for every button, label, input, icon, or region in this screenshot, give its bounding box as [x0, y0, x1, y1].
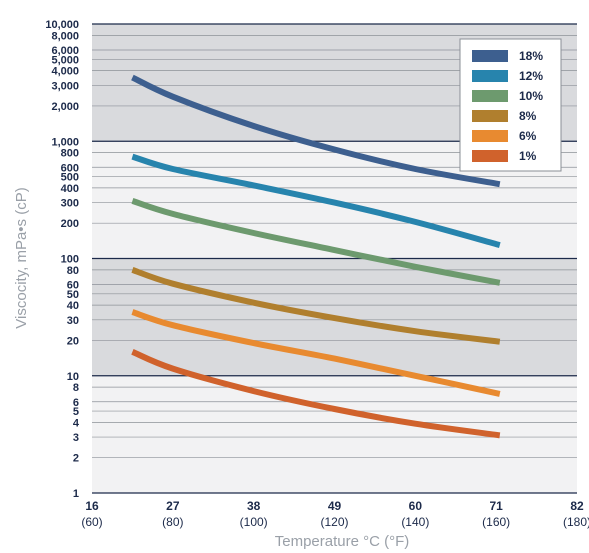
y-tick-label: 5	[73, 406, 79, 418]
y-tick-label: 400	[61, 183, 79, 195]
legend-swatch	[472, 130, 508, 142]
legend-swatch	[472, 50, 508, 62]
y-tick-label: 4	[73, 417, 80, 429]
y-tick-label: 2	[73, 453, 79, 465]
legend: 18% 12% 10% 8% 6% 1%	[459, 38, 562, 172]
y-tick-label: 8,000	[51, 30, 79, 42]
y-tick-label: 2,000	[51, 101, 79, 113]
series-line-12pct	[131, 153, 501, 248]
y-tick-label: 200	[61, 218, 79, 230]
y-tick-label: 300	[61, 198, 79, 210]
x-tick-label-celsius: 38	[247, 499, 261, 513]
legend-label: 1%	[519, 149, 537, 163]
legend-label: 8%	[519, 109, 537, 123]
legend-swatch	[472, 70, 508, 82]
y-tick-label: 600	[61, 162, 79, 174]
y-tick-label: 50	[67, 289, 79, 301]
x-axis-title: Temperature °C (°F)	[275, 533, 410, 550]
series-lines	[131, 74, 501, 439]
x-tick-label-fahrenheit: (100)	[240, 515, 268, 529]
series-line-10pct	[131, 198, 501, 286]
x-tick-label-celsius: 27	[166, 499, 180, 513]
x-tick-label-celsius: 71	[489, 499, 503, 513]
legend-label: 6%	[519, 129, 537, 143]
x-tick-label-fahrenheit: (80)	[162, 515, 183, 529]
legend-swatch	[472, 150, 508, 162]
series-line-1pct	[131, 349, 501, 439]
y-tick-label: 60	[67, 280, 79, 292]
y-tick-label: 40	[67, 300, 79, 312]
y-tick-label: 3	[73, 432, 79, 444]
legend-label: 12%	[519, 69, 543, 83]
x-tick-label-fahrenheit: (140)	[401, 515, 429, 529]
series-line-18pct	[131, 74, 501, 188]
series-line-8pct	[131, 267, 501, 345]
y-axis-title: Viscocity, mPa•s (cP)	[13, 187, 30, 328]
x-tick-label-fahrenheit: (120)	[320, 515, 348, 529]
y-tick-label: 6	[73, 397, 79, 409]
y-tick-label: 10,000	[45, 19, 79, 31]
x-tick-label-fahrenheit: (60)	[81, 515, 102, 529]
y-tick-label: 80	[67, 265, 79, 277]
legend-swatch	[472, 90, 508, 102]
y-tick-label: 5,000	[51, 54, 79, 66]
y-tick-label: 100	[61, 254, 79, 266]
y-tick-label: 20	[67, 335, 79, 347]
y-tick-label: 10	[67, 371, 79, 383]
series-line-6pct	[131, 309, 501, 397]
x-tick-label-celsius: 16	[85, 499, 99, 513]
y-tick-label: 1	[73, 488, 79, 500]
y-tick-label: 3,000	[51, 80, 79, 92]
x-tick-label-celsius: 60	[409, 499, 423, 513]
legend-label: 18%	[519, 49, 543, 63]
y-tick-label: 4,000	[51, 66, 79, 78]
x-tick-label-celsius: 82	[570, 499, 584, 513]
y-tick-label: 6,000	[51, 45, 79, 57]
x-tick-label-fahrenheit: (180)	[563, 515, 589, 529]
x-axis-ticks: 16 (60) 27 (80) 38 (100) 49 (120) 60 (140) 71 (160)…	[81, 499, 589, 529]
legend-swatch	[472, 110, 508, 122]
x-tick-label-fahrenheit: (160)	[482, 515, 510, 529]
y-tick-label: 500	[61, 172, 79, 184]
x-tick-label-celsius: 49	[328, 499, 342, 513]
y-tick-label: 8	[73, 382, 79, 394]
y-tick-label: 1,000	[51, 136, 79, 148]
decade-band	[92, 375, 577, 493]
y-tick-label: 800	[61, 148, 79, 160]
legend-label: 10%	[519, 89, 543, 103]
y-tick-label: 30	[67, 315, 79, 327]
